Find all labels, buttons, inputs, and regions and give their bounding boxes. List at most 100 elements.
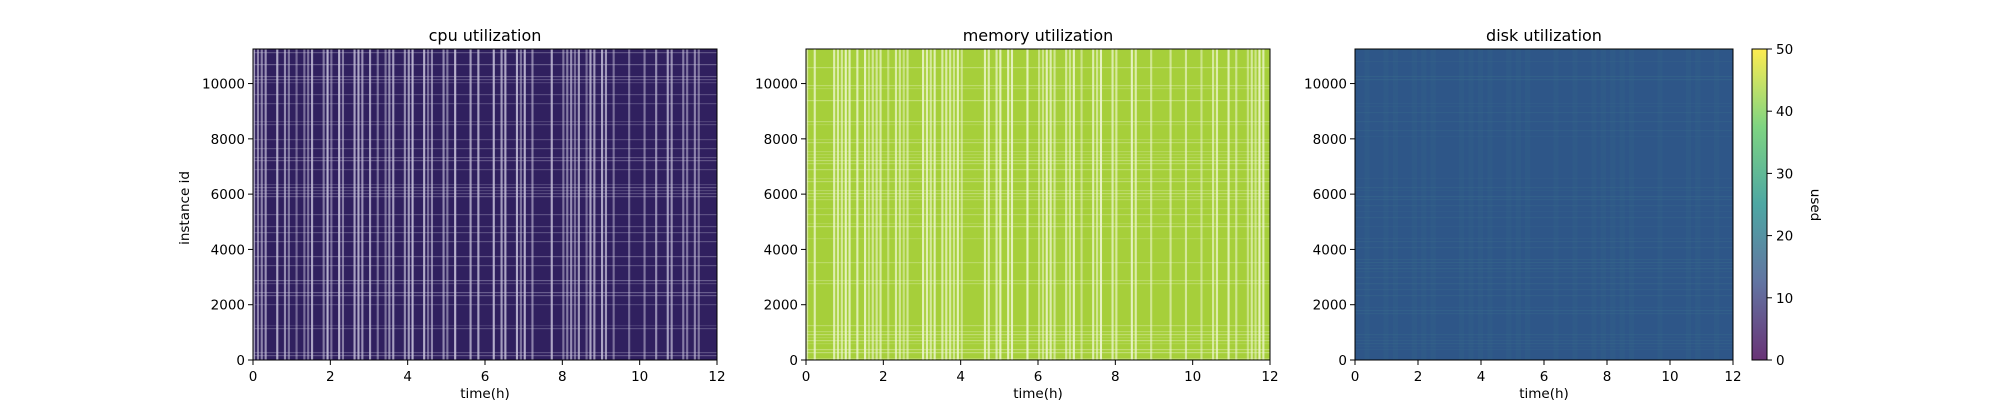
heatmap-row-band (1355, 187, 1733, 189)
heatmap-column-stripe (1134, 49, 1137, 360)
heatmap-row-band (1355, 343, 1733, 345)
x-axis-label: time(h) (1013, 386, 1063, 400)
heatmap-column-stripe (693, 49, 696, 360)
heatmap-column-stripe (867, 49, 871, 360)
x-tick-label: 2 (879, 369, 888, 385)
heatmap-column-stripe (264, 49, 267, 360)
heatmap-column-stripe (427, 49, 430, 360)
heatmap-column-stripe (430, 49, 434, 360)
heatmap-row-band (1355, 76, 1733, 78)
heatmap-row-band (253, 355, 717, 357)
heatmap-column-stripe (550, 49, 553, 360)
heatmap-column-stripe (492, 49, 495, 360)
heatmap-row-band (1355, 265, 1733, 267)
heatmap-column-stripe (1506, 49, 1512, 360)
heatmap-column-stripe (875, 49, 878, 360)
heatmap-row-band (1355, 112, 1733, 114)
heatmap-column-stripe (283, 49, 287, 360)
y-tick-label: 10000 (755, 77, 798, 93)
heatmap-column-stripe (1553, 49, 1559, 360)
y-tick-label: 2000 (1313, 298, 1347, 314)
x-tick-label: 10 (1661, 369, 1678, 385)
heatmap-column-stripe (1215, 49, 1219, 360)
heatmap-column-stripe (836, 49, 840, 360)
heatmap-column-stripe (256, 49, 260, 360)
heatmap-column-stripe (1262, 49, 1265, 360)
heatmap-column-stripe (593, 49, 596, 360)
heatmap-column-stripe (589, 49, 592, 360)
heatmap-row-band (1355, 196, 1733, 198)
heatmap-row-band (253, 79, 717, 81)
heatmap-column-stripe (604, 49, 608, 360)
y-axis-label: instance id (177, 171, 193, 245)
x-tick-label: 8 (1603, 369, 1612, 385)
y-tick-label: 4000 (1313, 242, 1347, 258)
heatmap-row-band (253, 196, 717, 198)
heatmap-column-stripe (949, 49, 952, 360)
x-tick-label: 4 (403, 369, 412, 385)
y-tick-label: 2000 (764, 298, 798, 314)
heatmap-column-stripe (1092, 49, 1095, 360)
heatmap-column-stripe (686, 49, 689, 360)
heatmap-column-stripe (1258, 49, 1261, 360)
heatmap-column-stripe (1227, 49, 1230, 360)
heatmap-column-stripe (856, 49, 859, 360)
heatmap-column-stripe (806, 49, 809, 360)
heatmap-column-stripe (864, 49, 867, 360)
heatmap-row-band (253, 352, 717, 354)
heatmap-row-band (253, 160, 717, 162)
heatmap-row-band (253, 64, 717, 66)
heatmap-column-stripe (1246, 49, 1249, 360)
heatmap-column-stripe (1235, 49, 1238, 360)
x-tick-label: 12 (1261, 369, 1278, 385)
axis-ticks: 0 2 4 6 8 10 12 0 2000 4000 6000 8000 10000 (202, 77, 726, 385)
heatmap-column-stripe (643, 49, 646, 360)
x-tick-label: 12 (1724, 369, 1741, 385)
panel-title: cpu utilization (429, 26, 542, 45)
heatmap-column-stripe (1714, 49, 1720, 360)
heatmap-column-stripe (1150, 49, 1153, 360)
heatmap-column-stripe (848, 49, 851, 360)
heatmap-column-stripe (573, 49, 577, 360)
heatmap-column-stripe (1041, 49, 1045, 360)
panel-title: memory utilization (963, 26, 1114, 45)
heatmap-column-stripe (403, 49, 406, 360)
heatmap-column-stripe (570, 49, 573, 360)
y-tick-label: 0 (789, 353, 798, 369)
y-tick-label: 10000 (1304, 77, 1347, 93)
y-tick-label: 8000 (764, 132, 798, 148)
heatmap-area (1354, 48, 1734, 361)
heatmap-row-band (253, 295, 717, 297)
heatmap-row-band (1355, 103, 1733, 105)
heatmap-row-band (253, 256, 717, 258)
heatmap-row-band (1355, 226, 1733, 228)
heatmap-column-stripe (1053, 49, 1056, 360)
x-tick-label: 10 (631, 369, 648, 385)
heatmap-column-stripe (601, 49, 604, 360)
heatmap-column-stripe (871, 49, 874, 360)
disk-utilization-panel: disk utilization 0 2 4 6 8 10 12 0 2000 4000 6000 8… (1304, 26, 1742, 400)
axis-ticks: 0 2 4 6 8 10 12 0 2000 4000 6000 8000 10000 (1304, 77, 1742, 385)
heatmap-column-stripe (1130, 49, 1133, 360)
x-tick-label: 8 (1111, 369, 1120, 385)
colorbar-gradient (1751, 48, 1768, 361)
heatmap-column-stripe (1072, 49, 1075, 360)
heatmap-column-stripe (1685, 49, 1691, 360)
heatmap-column-stripe (929, 49, 932, 360)
y-tick-label: 10000 (202, 77, 245, 93)
heatmap-column-stripe (612, 49, 615, 360)
x-tick-label: 6 (481, 369, 490, 385)
colorbar-tick-label: 40 (1776, 104, 1793, 120)
x-tick-label: 4 (956, 369, 965, 385)
heatmap-column-stripe (577, 49, 580, 360)
heatmap-column-stripe (295, 49, 298, 360)
x-tick-label: 12 (708, 369, 725, 385)
colorbar-ticks: 0 10 20 30 40 50 (1767, 42, 1793, 369)
heatmap-row-band (253, 325, 717, 327)
heatmap-column-stripe (1010, 49, 1014, 360)
x-tick-label: 4 (1477, 369, 1486, 385)
heatmap-column-stripe (697, 49, 700, 360)
heatmap-column-stripe (307, 49, 310, 360)
heatmap-column-stripe (1392, 49, 1398, 360)
